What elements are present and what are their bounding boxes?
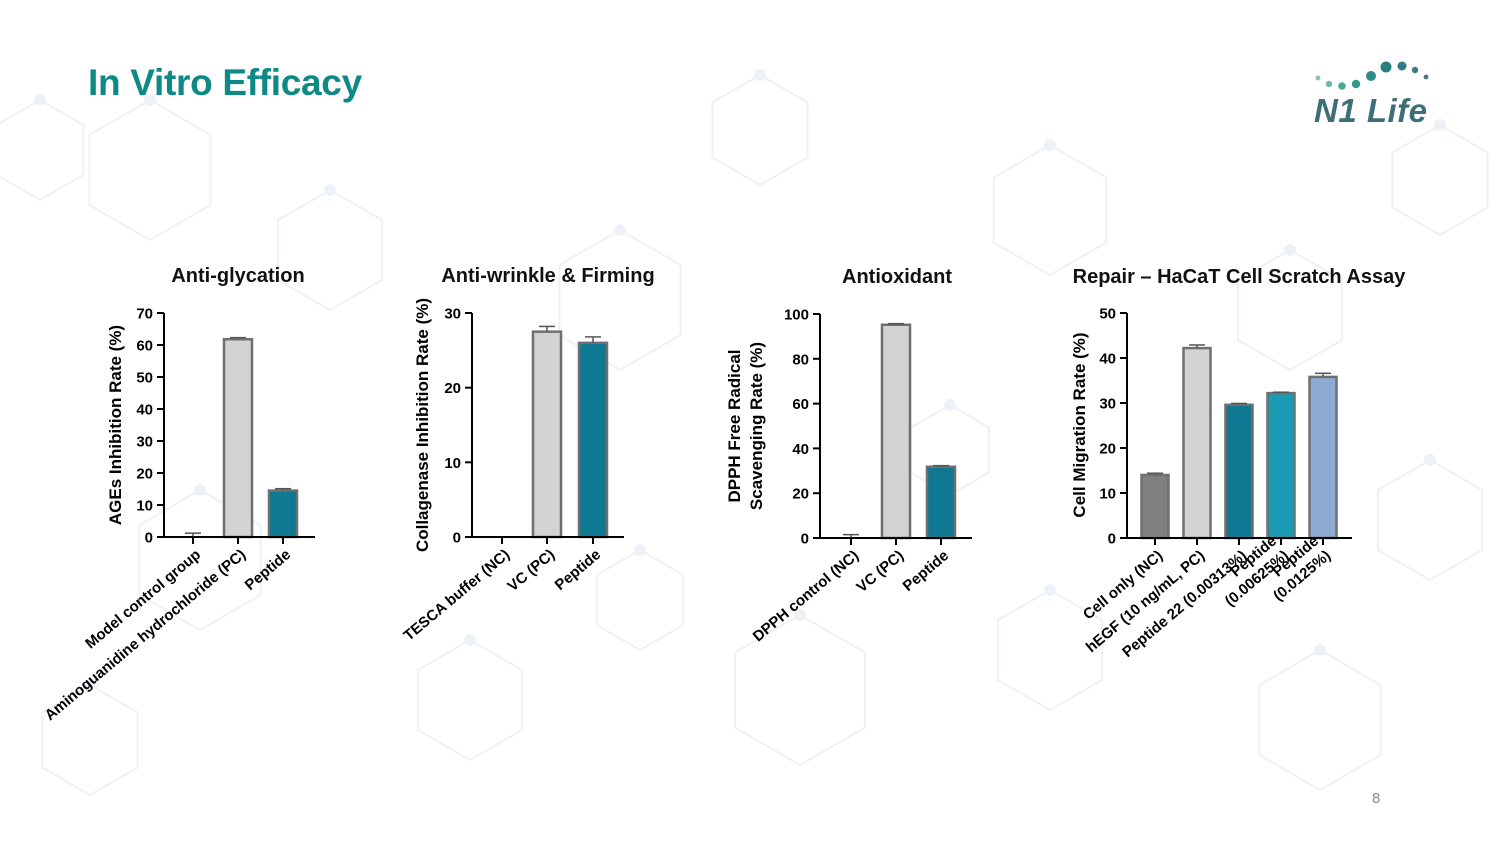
n1-life-logo-dots <box>1315 61 1429 90</box>
background-node <box>944 399 956 411</box>
bar <box>1224 403 1254 540</box>
chart-title: Repair – HaCaT Cell Scratch Assay <box>1072 266 1406 288</box>
background-hexagon <box>88 98 212 242</box>
background-node <box>34 94 46 106</box>
bar <box>1266 391 1296 540</box>
background-hexagon <box>734 613 866 767</box>
bar <box>222 337 254 539</box>
y-tick-label: 40 <box>792 441 809 458</box>
chart-title: Anti-wrinkle & Firming <box>441 265 655 287</box>
background-node <box>1284 244 1296 256</box>
background-node <box>464 634 476 646</box>
bar <box>1140 473 1170 540</box>
background-node <box>84 679 96 691</box>
background-node <box>1314 644 1326 656</box>
bar <box>1182 346 1212 540</box>
background-node <box>754 69 766 81</box>
chart-title: Antioxidant <box>842 266 952 288</box>
background-node <box>794 609 806 621</box>
background-node <box>634 544 646 556</box>
y-tick-label: 0 <box>1108 531 1116 548</box>
background-hexagon <box>997 588 1103 712</box>
background-node <box>1044 139 1056 151</box>
y-tick-label: 70 <box>136 306 153 323</box>
y-tick-label: 20 <box>1099 441 1116 458</box>
y-tick-label: 30 <box>444 306 461 323</box>
background-hexagon <box>417 638 523 762</box>
bar <box>267 489 299 539</box>
background-node <box>1424 454 1436 466</box>
background-hexagon <box>595 548 685 652</box>
background-hexagon <box>711 73 809 187</box>
background-hexagon <box>138 488 262 632</box>
bar <box>1308 375 1338 540</box>
bar <box>531 330 563 539</box>
bar <box>925 465 957 540</box>
background-hexagon <box>1377 458 1483 582</box>
background-hexagon <box>558 228 682 372</box>
y-tick-label: 50 <box>1099 306 1116 323</box>
y-tick-label: 60 <box>136 338 153 355</box>
y-tick-label: 100 <box>784 307 809 324</box>
y-tick-label: 60 <box>792 396 809 413</box>
y-tick-label: 0 <box>453 530 461 547</box>
logo-text: N1 Life <box>1314 92 1428 129</box>
background-hexagon <box>0 98 85 202</box>
y-tick-label: 10 <box>136 498 153 515</box>
background-node <box>144 94 156 106</box>
bar <box>577 341 609 539</box>
y-tick-label: 20 <box>444 380 461 397</box>
y-axis-label: Cell Migration Rate (%) <box>1070 332 1089 517</box>
background-hexagon <box>1258 648 1382 792</box>
y-tick-label: 0 <box>801 531 809 548</box>
background-hexagon <box>1237 248 1343 372</box>
background-node <box>1044 584 1056 596</box>
y-axis-label: AGEs Inhibition Rate (%) <box>106 325 125 525</box>
background-node <box>194 484 206 496</box>
y-tick-label: 80 <box>792 351 809 368</box>
background-node <box>1434 119 1446 131</box>
y-axis-label: Scavenging Rate (%) <box>747 342 766 510</box>
chart-title: Anti-glycation <box>171 265 305 287</box>
y-tick-label: 20 <box>792 486 809 503</box>
y-tick-label: 0 <box>145 530 153 547</box>
page-number: 8 <box>1372 790 1381 807</box>
background-hexagon <box>1391 123 1489 237</box>
y-tick-label: 30 <box>1099 396 1116 413</box>
background-hexagon <box>277 188 383 312</box>
y-tick-label: 10 <box>1099 486 1116 503</box>
y-tick-label: 20 <box>136 466 153 483</box>
y-tick-label: 30 <box>136 434 153 451</box>
slide-title: In Vitro Efficacy <box>88 62 362 103</box>
background-node <box>324 184 336 196</box>
y-tick-label: 10 <box>444 455 461 472</box>
y-tick-label: 40 <box>136 402 153 419</box>
y-tick-label: 40 <box>1099 351 1116 368</box>
background-hexagon <box>41 683 139 797</box>
y-axis-label: Collagenase Inhibition Rate (%) <box>413 298 432 552</box>
y-axis-label: DPPH Free Radical <box>725 349 744 502</box>
background-hexagon <box>992 143 1108 277</box>
y-tick-label: 50 <box>136 370 153 387</box>
background-node <box>614 224 626 236</box>
